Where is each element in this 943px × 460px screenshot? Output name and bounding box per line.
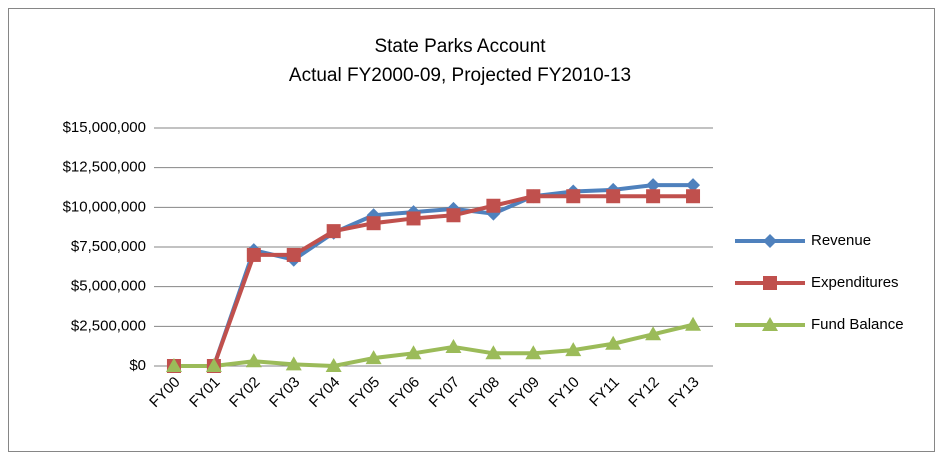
legend-marker [762,317,778,331]
data-point [446,208,461,223]
chart-title: State Parks Account [374,36,546,57]
data-point [485,345,502,360]
data-point [685,316,702,331]
data-point [205,358,222,372]
y-tick-label: $12,500,000 [63,159,146,176]
data-point [326,224,341,239]
y-tick-label: $2,500,000 [71,317,146,334]
y-tick-label: $0 [129,357,146,374]
data-point [286,247,301,262]
legend-label: Expenditures [811,274,899,291]
legend-marker [763,276,777,290]
data-point [246,247,261,262]
legend-label: Fund Balance [811,316,904,333]
chart-subtitle: Actual FY2000-09, Projected FY2010-13 [289,65,631,86]
data-point [165,358,182,372]
data-point [405,345,422,360]
data-point [245,353,262,368]
legend-label: Revenue [811,232,871,249]
y-tick-label: $10,000,000 [63,198,146,215]
data-point [366,216,381,231]
data-point [486,198,501,213]
y-tick-label: $7,500,000 [71,238,146,255]
y-tick-label: $15,000,000 [63,119,146,136]
data-point [365,350,382,365]
legend-marker [763,234,777,248]
data-point [686,178,701,193]
data-point [645,326,662,341]
series-line [173,322,694,368]
data-point [686,189,701,204]
data-point [646,178,661,193]
chart-border [8,8,935,452]
data-point [565,342,582,357]
data-point [525,345,542,360]
data-point [285,356,302,371]
data-point [646,189,661,204]
data-point [566,189,581,204]
data-point [605,335,622,350]
data-point [526,189,541,204]
data-point [325,358,342,372]
data-point [445,338,462,353]
data-point [606,189,621,204]
data-point [406,211,421,226]
y-tick-label: $5,000,000 [71,278,146,295]
